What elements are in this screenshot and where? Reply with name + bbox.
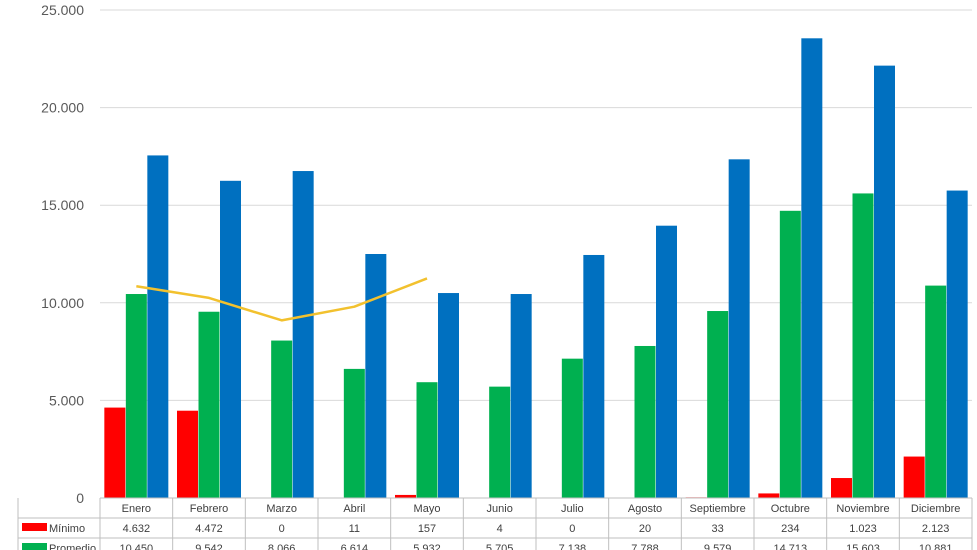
bar-series-2 [801, 38, 823, 498]
bar-series-2 [583, 254, 605, 498]
data-label-series-0: 20 [639, 523, 651, 535]
bar-series-0 [903, 456, 925, 498]
bar-series-2 [728, 159, 750, 498]
bar-series-1 [125, 294, 147, 498]
bar-series-2 [656, 225, 677, 499]
x-tick-label: Mayo [414, 503, 441, 515]
data-label-series-1: 5.932 [413, 543, 441, 550]
x-tick-label: Julio [561, 503, 584, 515]
data-label-series-0: 2.123 [922, 523, 950, 535]
data-label-series-0: 157 [418, 523, 436, 535]
data-label-series-0: 4 [497, 523, 503, 535]
bar-series-0 [758, 493, 780, 498]
bar-series-1 [489, 386, 511, 498]
data-label-series-0: 0 [279, 523, 285, 535]
data-label-series-0: 4.472 [195, 523, 223, 535]
bar-series-1 [634, 345, 656, 498]
legend-key-series-0 [22, 523, 47, 531]
bar-series-2 [147, 155, 169, 498]
bar-series-1 [198, 311, 220, 498]
data-label-series-0: 1.023 [849, 523, 877, 535]
bar-series-1 [707, 311, 729, 498]
bar-series-1 [561, 358, 583, 498]
data-label-series-1: 10.881 [919, 543, 953, 550]
data-label-series-1: 5.705 [486, 543, 514, 550]
data-label-series-1: 14.713 [774, 543, 808, 550]
bar-series-2 [220, 180, 241, 499]
y-tick-label: 25.000 [41, 2, 84, 18]
x-tick-label: Marzo [266, 503, 297, 515]
legend-label-series-1: Promedio [49, 543, 96, 550]
x-tick-label: Noviembre [836, 503, 889, 515]
x-tick-label: Enero [122, 503, 151, 515]
x-tick-label: Agosto [628, 503, 662, 515]
y-tick-label: 15.000 [41, 197, 84, 213]
bar-series-2 [946, 190, 968, 498]
data-label-series-0: 4.632 [123, 523, 151, 535]
data-label-series-1: 7.138 [559, 543, 587, 550]
bar-series-1 [779, 210, 801, 498]
x-tick-label: Abril [343, 503, 365, 515]
bar-series-2 [510, 294, 532, 498]
data-label-series-0: 33 [712, 523, 724, 535]
data-label-series-0: 234 [781, 523, 799, 535]
bar-series-0 [831, 478, 852, 498]
bar-series-2 [292, 171, 314, 499]
x-tick-label: Septiembre [690, 503, 746, 515]
y-tick-label: 0 [76, 490, 84, 506]
legend-key-series-1 [22, 543, 47, 550]
data-label-series-0: 0 [569, 523, 575, 535]
bar-series-0 [104, 407, 126, 498]
legend-label-series-0: Mínimo [49, 523, 85, 535]
x-tick-label: Octubre [771, 503, 810, 515]
data-label-series-1: 8.066 [268, 543, 296, 550]
bar-series-1 [343, 368, 365, 498]
x-tick-label: Febrero [190, 503, 229, 515]
y-tick-label: 10.000 [41, 295, 84, 311]
bar-series-1 [271, 340, 293, 498]
bar-series-0 [177, 410, 198, 498]
bar-series-2 [874, 65, 895, 498]
bar-series-2 [365, 254, 387, 498]
data-label-series-0: 11 [349, 523, 360, 535]
y-tick-label: 20.000 [41, 100, 84, 116]
bar-series-1 [925, 285, 947, 498]
line-series-3 [136, 277, 428, 322]
data-label-series-1: 15.603 [846, 543, 880, 550]
x-tick-label: Junio [487, 503, 513, 515]
data-label-series-1: 6.614 [341, 543, 369, 550]
data-label-series-1: 9.542 [195, 543, 223, 550]
bar-series-2 [438, 293, 459, 498]
bar-series-0 [395, 494, 416, 498]
x-tick-label: Diciembre [911, 503, 961, 515]
data-label-series-1: 9.579 [704, 543, 732, 550]
data-label-series-1: 7.788 [631, 543, 659, 550]
y-tick-label: 5.000 [49, 392, 84, 408]
bar-series-1 [852, 193, 874, 498]
bar-series-1 [416, 382, 438, 498]
data-label-series-1: 10.450 [120, 543, 154, 550]
